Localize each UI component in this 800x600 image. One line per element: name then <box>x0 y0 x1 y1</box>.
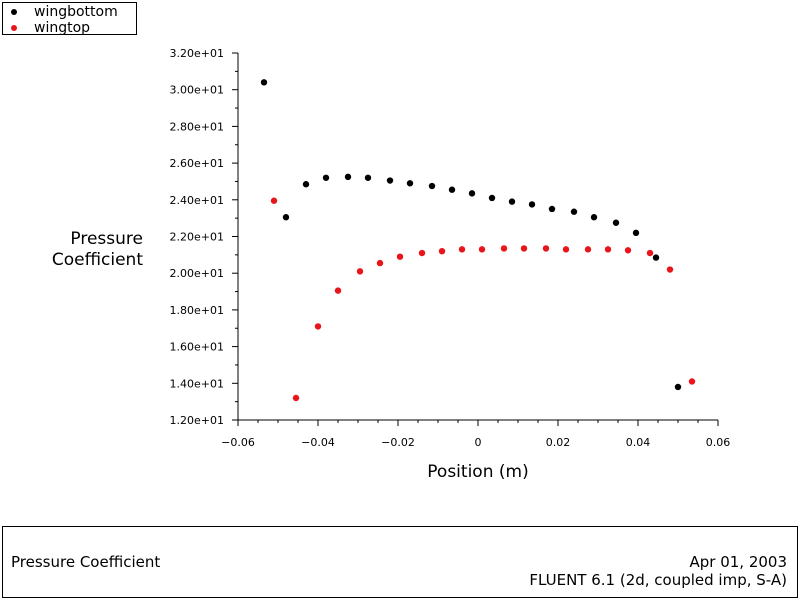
data-point-wingbottom <box>674 383 682 391</box>
y-tick-label: 2.40e+01 <box>170 194 224 207</box>
data-point-wingbottom <box>322 174 330 181</box>
x-tick-label: −0.04 <box>301 436 335 449</box>
data-point-wingbottom <box>488 194 496 202</box>
data-point-wingtop <box>478 246 486 253</box>
x-tick-label: −0.02 <box>381 436 415 449</box>
data-point-wingtop <box>438 247 446 255</box>
x-tick-label: −0.06 <box>221 436 255 449</box>
footer-panel: Pressure Coefficient Apr 01, 2003 FLUENT… <box>2 526 798 598</box>
data-point-wingtop <box>646 249 654 257</box>
y-tick-label: 1.80e+01 <box>170 304 224 317</box>
data-point-wingbottom <box>652 254 660 261</box>
data-point-wingtop <box>334 287 342 294</box>
y-tick-label: 2.00e+01 <box>170 267 224 280</box>
data-point-wingtop <box>666 266 674 273</box>
legend-marker-wingbottom <box>11 9 17 15</box>
data-point-wingbottom <box>570 208 578 215</box>
data-point-wingtop <box>500 245 508 252</box>
data-point-wingbottom <box>528 201 536 208</box>
data-point-wingtop <box>624 247 632 254</box>
x-tick-label: 0 <box>475 436 482 449</box>
data-point-wingtop <box>520 245 528 252</box>
data-point-wingtop <box>458 246 466 253</box>
y-axis-title-line: Pressure <box>70 229 143 249</box>
plot-marks <box>260 79 696 402</box>
y-tick-label: 2.80e+01 <box>170 120 224 133</box>
data-point-wingbottom <box>468 190 476 197</box>
data-point-wingbottom <box>406 180 414 187</box>
x-tick-label: 0.02 <box>546 436 571 449</box>
data-point-wingbottom <box>344 173 352 181</box>
x-tick-label: 0.04 <box>626 436 651 449</box>
y-tick-label: 3.20e+01 <box>170 47 224 60</box>
data-point-wingbottom <box>632 229 640 237</box>
data-point-wingtop <box>270 197 278 204</box>
x-tick-label: 0.06 <box>706 436 731 449</box>
y-tick-label: 3.00e+01 <box>170 84 224 97</box>
data-point-wingbottom <box>302 181 310 188</box>
data-point-wingbottom <box>448 186 456 193</box>
x-axis-title: Position (m) <box>427 462 528 482</box>
data-point-wingtop <box>604 246 612 253</box>
data-point-wingbottom <box>590 214 598 221</box>
data-point-wingtop <box>396 253 404 260</box>
data-point-wingbottom <box>282 214 290 221</box>
legend: wingbottom wingtop <box>2 2 137 36</box>
y-tick-label: 1.60e+01 <box>170 341 224 354</box>
data-point-wingbottom <box>612 219 620 226</box>
y-axis-title-line: Coefficient <box>52 250 143 270</box>
data-point-wingbottom <box>548 205 556 213</box>
data-point-wingbottom <box>508 198 516 205</box>
y-tick-label: 2.20e+01 <box>170 231 224 244</box>
data-point-wingtop <box>542 245 550 252</box>
data-point-wingtop <box>418 249 426 257</box>
footer-title: Pressure Coefficient <box>11 553 161 571</box>
footer-version: FLUENT 6.1 (2d, coupled imp, S-A) <box>529 571 787 589</box>
legend-marker-wingtop <box>11 25 17 31</box>
data-point-wingtop <box>562 246 570 253</box>
data-point-wingtop <box>376 259 384 267</box>
legend-label-wingtop: wingtop <box>34 20 91 36</box>
data-point-wingtop <box>356 268 364 275</box>
data-point-wingtop <box>314 323 322 330</box>
data-point-wingtop <box>292 394 300 402</box>
footer-date: Apr 01, 2003 <box>689 553 787 571</box>
y-tick-label: 1.40e+01 <box>170 377 224 390</box>
legend-label-wingbottom: wingbottom <box>34 4 118 20</box>
data-point-wingbottom <box>260 79 268 86</box>
data-point-wingbottom <box>364 174 372 181</box>
data-point-wingbottom <box>428 182 436 190</box>
data-point-wingbottom <box>386 177 394 184</box>
y-tick-label: 1.20e+01 <box>170 414 224 427</box>
y-tick-label: 2.60e+01 <box>170 157 224 170</box>
data-point-wingtop <box>688 378 696 385</box>
plot-axes: 1.20e+01 1.40e+01 1.60e+01 1.80e+01 2.00e+01… <box>52 47 730 482</box>
data-point-wingtop <box>584 246 592 253</box>
